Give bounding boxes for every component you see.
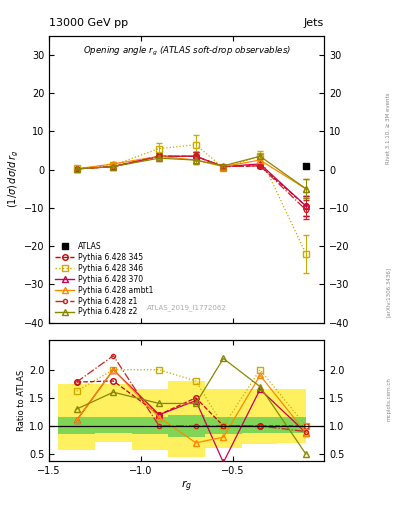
Text: [arXiv:1306.3436]: [arXiv:1306.3436]: [386, 267, 391, 317]
Y-axis label: Ratio to ATLAS: Ratio to ATLAS: [17, 370, 26, 431]
Text: Jets: Jets: [304, 18, 324, 28]
Text: ATLAS_2019_I1772062: ATLAS_2019_I1772062: [147, 304, 226, 311]
X-axis label: $r_g$: $r_g$: [181, 478, 192, 494]
Legend: ATLAS, Pythia 6.428 345, Pythia 6.428 346, Pythia 6.428 370, Pythia 6.428 ambt1,: ATLAS, Pythia 6.428 345, Pythia 6.428 34…: [53, 240, 156, 319]
Text: Opening angle $r_g$ (ATLAS soft-drop observables): Opening angle $r_g$ (ATLAS soft-drop obs…: [83, 45, 291, 57]
Text: 13000 GeV pp: 13000 GeV pp: [49, 18, 128, 28]
Y-axis label: $(1/\sigma)\,d\sigma/d\,r_g$: $(1/\sigma)\,d\sigma/d\,r_g$: [7, 150, 21, 208]
Text: mcplots.cern.ch: mcplots.cern.ch: [386, 377, 391, 421]
Text: Rivet 3.1.10, ≥ 3M events: Rivet 3.1.10, ≥ 3M events: [386, 92, 391, 164]
